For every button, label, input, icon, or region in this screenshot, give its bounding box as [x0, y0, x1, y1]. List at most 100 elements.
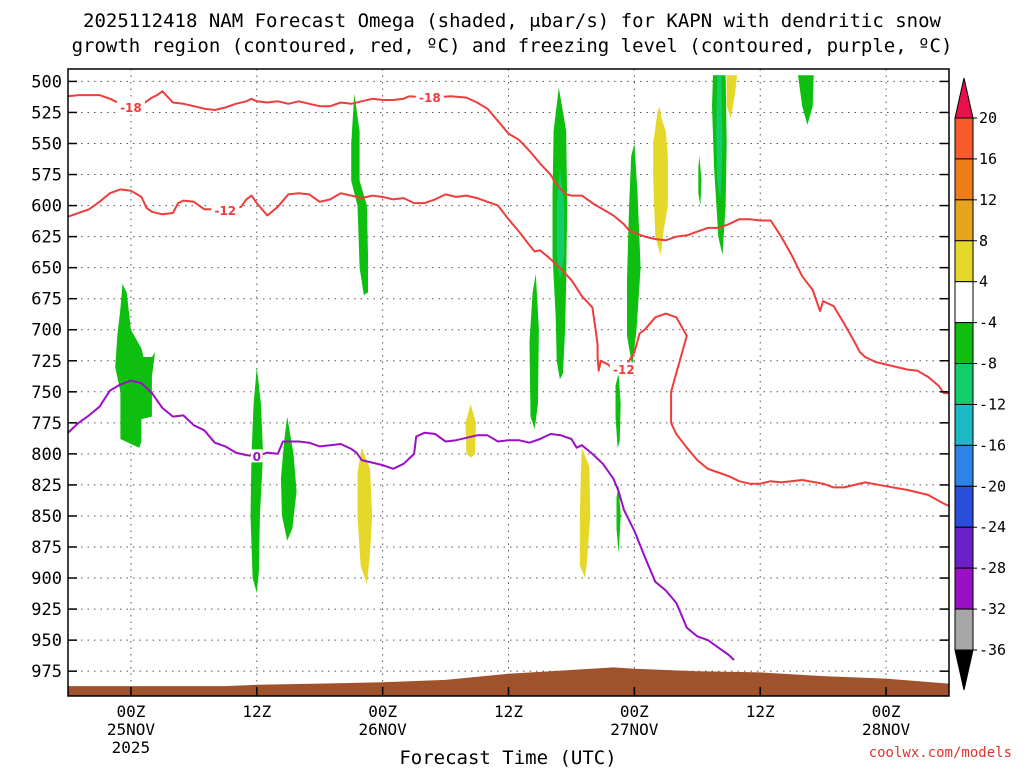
y-tick-label: 600 [31, 197, 62, 217]
credit-text: coolwx.com/models [869, 745, 1012, 761]
y-tick-label: 650 [31, 259, 62, 279]
colorbar-swatch [954, 240, 974, 283]
y-tick-label: 525 [31, 103, 62, 123]
omega-region [115, 283, 156, 448]
dgz-contour-label: -18 [120, 101, 142, 115]
freezing-contour-line [68, 379, 735, 661]
colorbar-swatch [954, 608, 974, 651]
grid-lines [68, 69, 949, 696]
y-tick-label: 975 [31, 662, 62, 682]
colorbar-swatch [954, 199, 974, 242]
y-tick-label: 825 [31, 476, 62, 496]
colorbar-label: 12 [979, 191, 997, 209]
omega-shading [115, 75, 814, 593]
y-tick-label: 950 [31, 631, 62, 651]
x-tick-date: 27NOV [610, 720, 659, 739]
colorbar: 20 16 12 8 4 -4 -8 -12 -16 -20 -24 -28 -32 -36 [954, 77, 1006, 691]
colorbar-swatch [954, 567, 974, 610]
x-tick-label: 00Z [368, 702, 397, 721]
y-tick-label: 925 [31, 600, 62, 620]
colorbar-swatch [954, 281, 974, 324]
omega-region [351, 93, 368, 295]
terrain-fill [68, 667, 949, 696]
colorbar-label: -16 [979, 436, 1006, 454]
colorbar-swatch [954, 403, 974, 446]
x-tick-date: 28NOV [862, 720, 911, 739]
y-axis-ticks: 500 525 550 575 600 625 650 675 700 725 750 775 800 8… [31, 72, 949, 682]
colorbar-label: -36 [979, 641, 1006, 659]
omega-region [250, 367, 264, 593]
omega-region [616, 484, 621, 554]
colorbar-label: 20 [979, 109, 997, 127]
dgz-contour-label-bg [116, 100, 145, 114]
dgz-contour-label: -18 [419, 91, 441, 105]
x-tick-label: 00Z [872, 702, 901, 721]
colorbar-label: 16 [979, 150, 997, 168]
colorbar-label: 8 [979, 232, 988, 250]
colorbar-label: -24 [979, 518, 1006, 536]
omega-region [465, 404, 476, 458]
omega-region [798, 75, 814, 125]
colorbar-label: -32 [979, 600, 1006, 618]
colorbar-swatch [954, 485, 974, 528]
chart-title-line-1: 2025112418 NAM Forecast Omega (shaded, μ… [83, 10, 941, 32]
colorbar-swatch [954, 444, 974, 487]
dgz-contour-label-bg [415, 90, 444, 104]
colorbar-swatch [954, 526, 974, 569]
colorbar-swatch [954, 363, 974, 405]
y-tick-label: 625 [31, 228, 62, 248]
dgz-contour-label: -12 [214, 204, 236, 218]
y-tick-label: 900 [31, 569, 62, 589]
omega-region [716, 75, 723, 200]
x-tick-date: 25NOV [107, 720, 156, 739]
omega-region [653, 106, 668, 256]
x-tick-label: 00Z [116, 702, 145, 721]
dgz-contour-label-bg [609, 362, 638, 376]
omega-region [698, 155, 702, 206]
x-axis-label: Forecast Time (UTC) [399, 747, 616, 768]
dgz-contour-label: -12 [613, 363, 635, 377]
y-tick-label: 800 [31, 445, 62, 465]
omega-region [579, 447, 591, 578]
x-tick-year: 2025 [112, 738, 151, 757]
y-tick-label: 575 [31, 166, 62, 186]
omega-region [627, 143, 641, 367]
y-tick-label: 750 [31, 383, 62, 403]
y-tick-label: 700 [31, 321, 62, 341]
x-tick-label: 12Z [494, 702, 523, 721]
dgz-contour-line [68, 188, 599, 357]
dgz-contour-line [408, 95, 949, 395]
y-tick-label: 550 [31, 134, 62, 154]
terrain-area [68, 667, 949, 696]
colorbar-label: -12 [979, 395, 1006, 413]
omega-region [357, 447, 373, 585]
omega-region [615, 373, 621, 448]
colorbar-top-arrow [954, 77, 974, 119]
omega-region [280, 416, 297, 541]
x-tick-label: 12Z [746, 702, 775, 721]
omega-region [529, 273, 539, 430]
colorbar-label: 4 [979, 273, 988, 291]
y-tick-label: 675 [31, 290, 62, 310]
y-tick-label: 875 [31, 538, 62, 558]
freezing-contour-label: 0 [253, 450, 261, 464]
omega-region [556, 168, 565, 281]
freezing-level-contours: 0 [68, 379, 735, 661]
x-tick-label: 12Z [242, 702, 271, 721]
colorbar-label: -8 [979, 355, 997, 373]
freezing-contour-label-bg [250, 449, 263, 463]
x-tick-label: 00Z [620, 702, 649, 721]
colorbar-bottom-arrow [954, 649, 974, 691]
x-tick-date: 26NOV [359, 720, 408, 739]
colorbar-swatch [954, 322, 974, 365]
colorbar-swatch [954, 117, 974, 160]
y-tick-label: 725 [31, 352, 62, 372]
colorbar-label: -28 [979, 559, 1006, 577]
colorbar-swatch [954, 158, 974, 201]
dgz-contours: -18 -18 -12 -12 [68, 90, 949, 507]
dgz-contour-label-bg [211, 203, 240, 217]
chart-title-line-2: growth region (contoured, red, ºC) and f… [72, 35, 953, 57]
omega-region [726, 75, 738, 119]
